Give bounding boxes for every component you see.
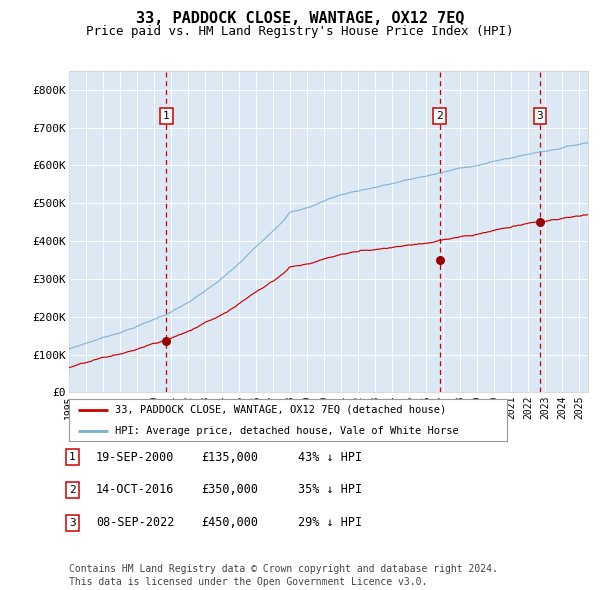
Text: Contains HM Land Registry data © Crown copyright and database right 2024.
This d: Contains HM Land Registry data © Crown c… [69,564,498,587]
Text: 2: 2 [69,485,76,494]
Text: 19-SEP-2000: 19-SEP-2000 [96,451,175,464]
Text: 3: 3 [536,111,544,121]
Text: 33, PADDOCK CLOSE, WANTAGE, OX12 7EQ (detached house): 33, PADDOCK CLOSE, WANTAGE, OX12 7EQ (de… [115,405,446,415]
Text: £135,000: £135,000 [201,451,258,464]
Text: 43% ↓ HPI: 43% ↓ HPI [298,451,362,464]
Text: 35% ↓ HPI: 35% ↓ HPI [298,483,362,496]
Text: 29% ↓ HPI: 29% ↓ HPI [298,516,362,529]
Text: 14-OCT-2016: 14-OCT-2016 [96,483,175,496]
Text: 1: 1 [69,453,76,462]
Text: 2: 2 [436,111,443,121]
Text: £350,000: £350,000 [201,483,258,496]
Text: £450,000: £450,000 [201,516,258,529]
Text: 1: 1 [163,111,170,121]
Text: HPI: Average price, detached house, Vale of White Horse: HPI: Average price, detached house, Vale… [115,426,459,436]
Text: Price paid vs. HM Land Registry's House Price Index (HPI): Price paid vs. HM Land Registry's House … [86,25,514,38]
Text: 08-SEP-2022: 08-SEP-2022 [96,516,175,529]
Text: 3: 3 [69,518,76,527]
Text: 33, PADDOCK CLOSE, WANTAGE, OX12 7EQ: 33, PADDOCK CLOSE, WANTAGE, OX12 7EQ [136,11,464,25]
